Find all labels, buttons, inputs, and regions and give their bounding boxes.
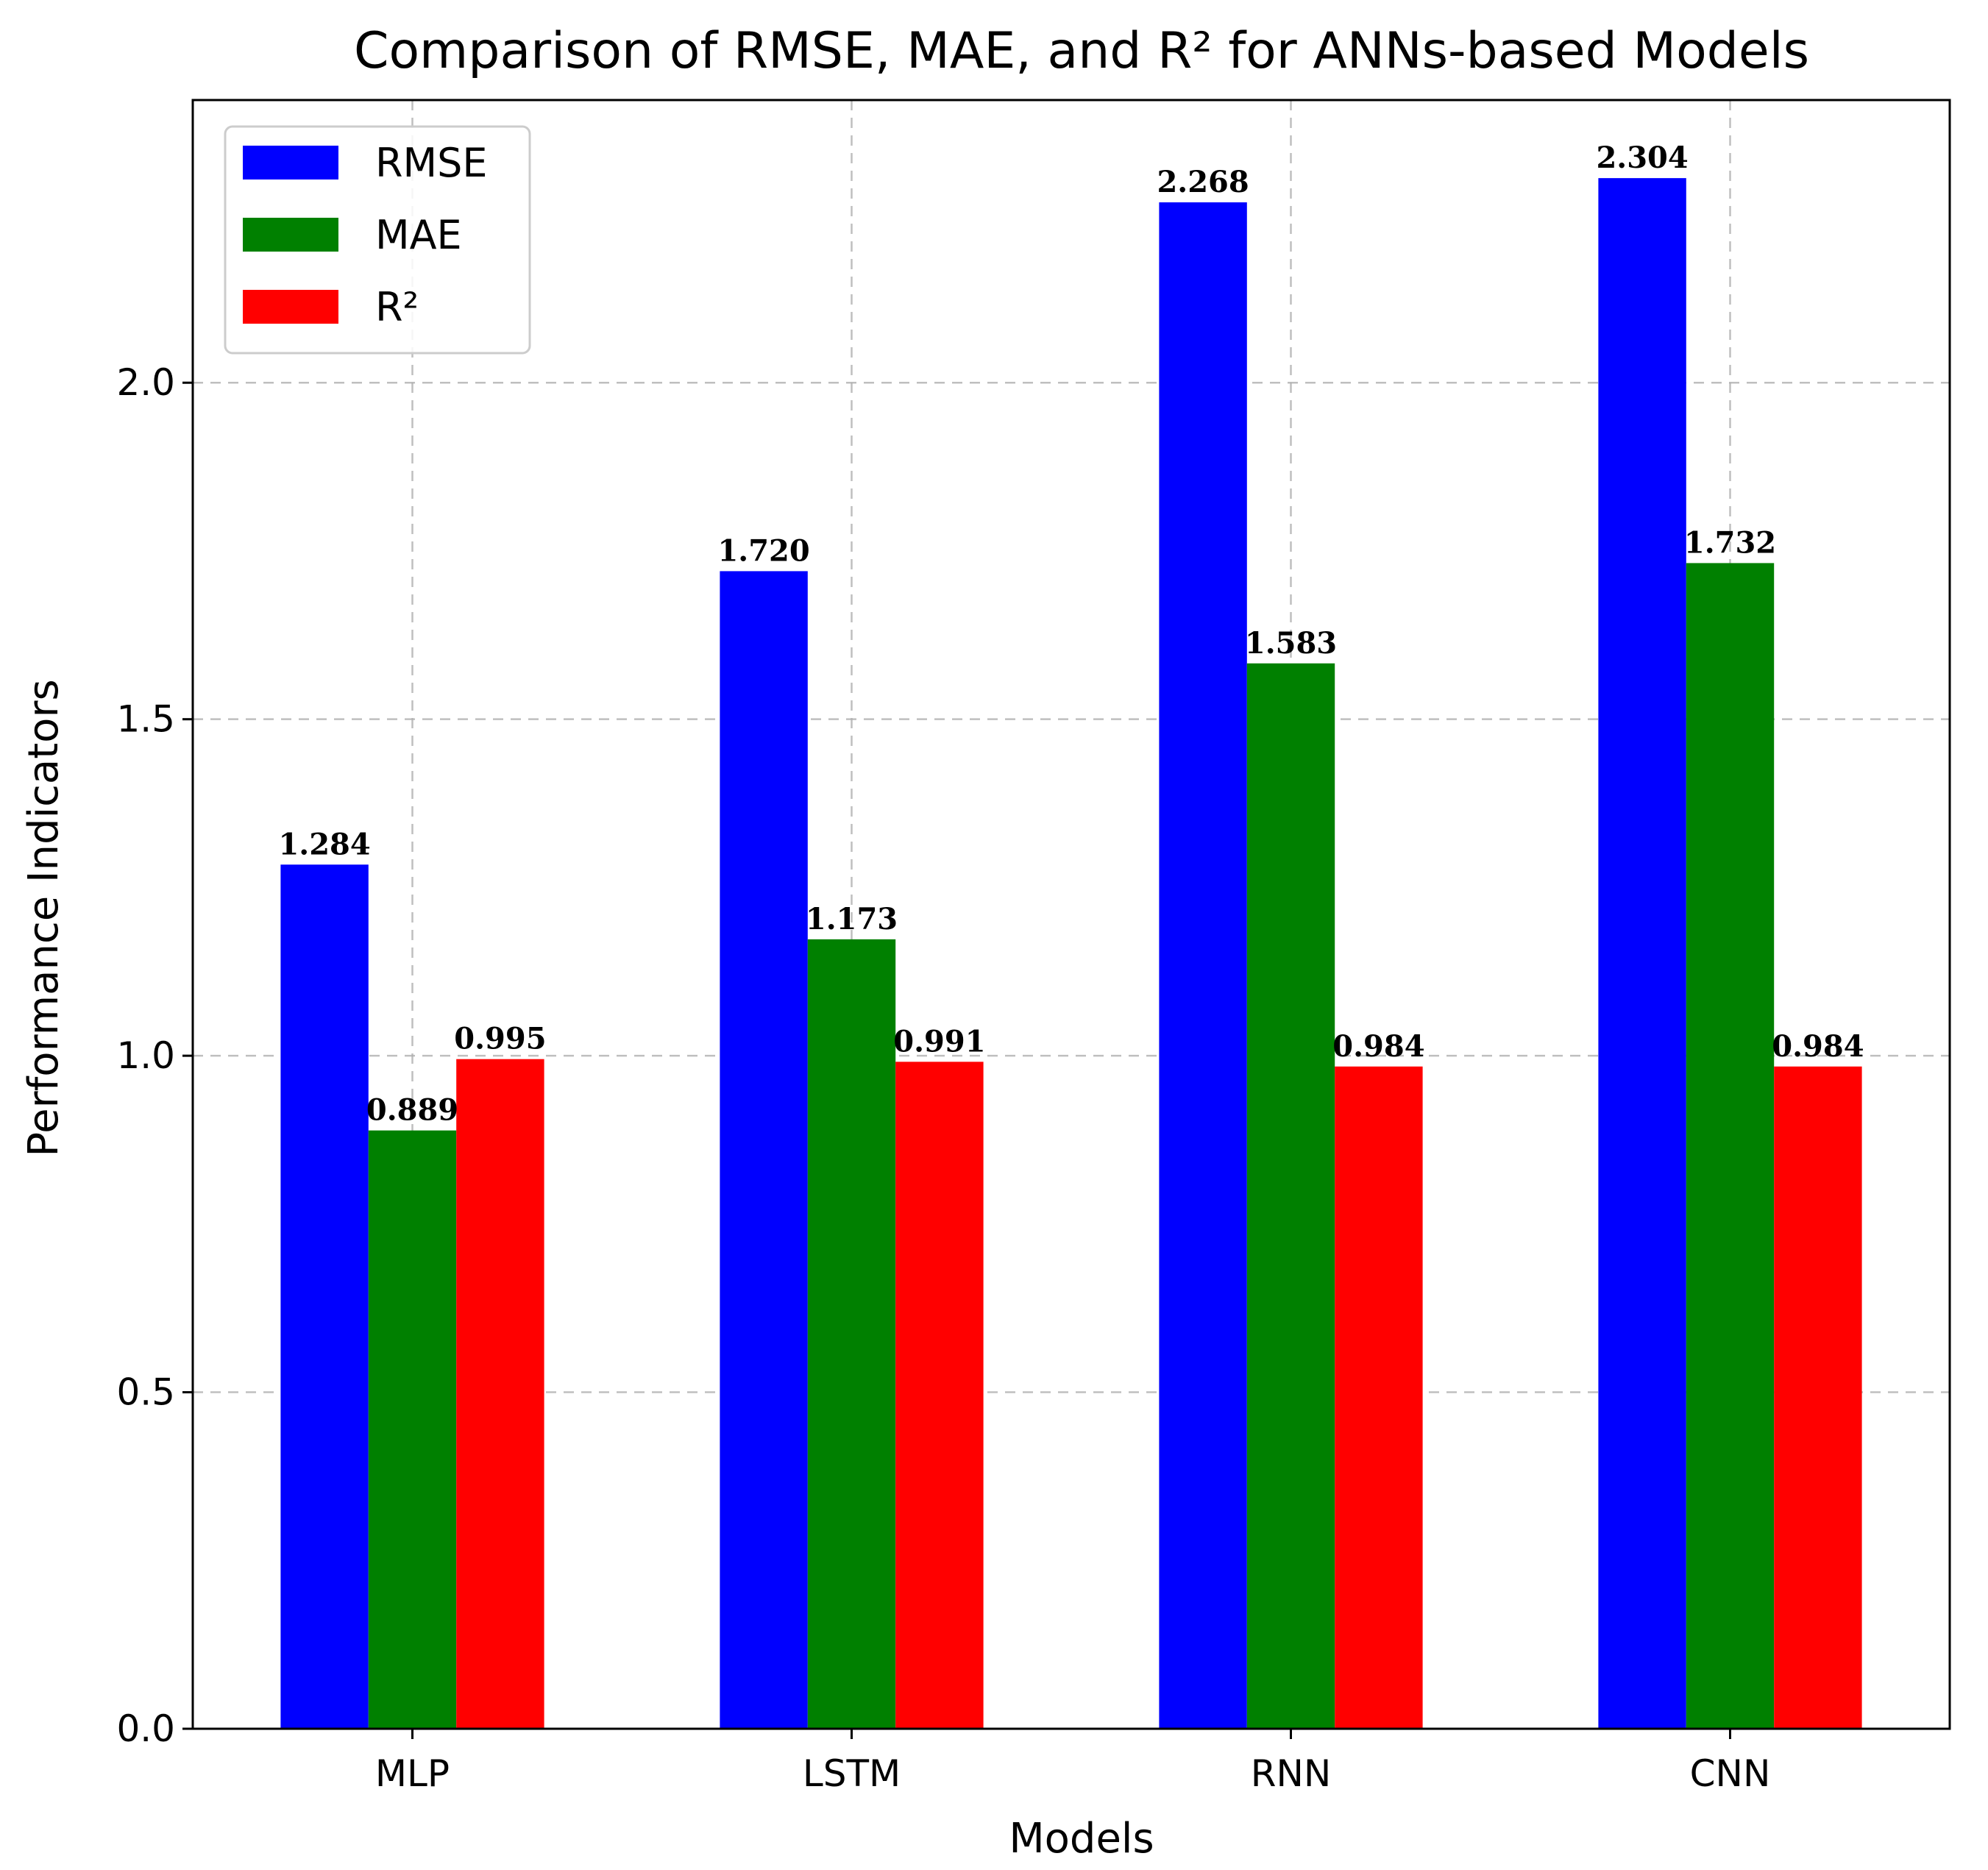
- x-axis-label: Models: [1009, 1815, 1154, 1863]
- bar-lstm-rmse: [720, 571, 808, 1729]
- data-label: 1.720: [717, 533, 809, 568]
- bar-mlp-rmse: [280, 864, 369, 1729]
- y-tick-label: 0.0: [116, 1707, 175, 1750]
- bar-mlp-mae: [368, 1130, 457, 1729]
- axis-ticks: 0.0 0.5 1.0 1.5 2.0 MLP LSTM RNN CNN: [116, 361, 1770, 1795]
- data-label: 0.995: [454, 1022, 546, 1056]
- bar-rnn-mae: [1246, 663, 1335, 1729]
- x-tick-label-lstm: LSTM: [803, 1752, 901, 1795]
- legend: RMSE MAE R²: [224, 125, 531, 355]
- legend-label: R²: [375, 284, 419, 330]
- data-label: 1.284: [278, 827, 370, 861]
- y-tick-label: 0.5: [116, 1371, 175, 1414]
- data-label: 2.268: [1157, 165, 1249, 199]
- legend-swatch-mae: [243, 218, 338, 252]
- data-label: 0.984: [1332, 1029, 1424, 1064]
- bar-cnn-mae: [1686, 563, 1775, 1729]
- data-label: 1.173: [806, 902, 898, 936]
- bar-rnn-rmse: [1159, 202, 1247, 1729]
- legend-swatch-rmse: [243, 146, 338, 179]
- x-tick-label-cnn: CNN: [1690, 1752, 1771, 1795]
- x-tick-label-mlp: MLP: [375, 1752, 450, 1795]
- plot-frame: [191, 99, 1951, 1730]
- bar-cnn-r2: [1774, 1066, 1862, 1729]
- bar-mlp-r2: [456, 1059, 544, 1729]
- bar-rnn-r2: [1335, 1066, 1423, 1729]
- bar-lstm-r2: [895, 1062, 984, 1729]
- data-label: 1.583: [1245, 626, 1337, 661]
- data-labels: 1.284 1.720 2.268 2.304 0.889 1.173 1.583 1.732…: [278, 141, 1864, 1128]
- y-tick-label: 1.5: [116, 698, 175, 741]
- data-label: 0.889: [366, 1093, 458, 1128]
- data-label: 0.991: [893, 1024, 985, 1059]
- chart-title: Comparison of RMSE, MAE, and R² for ANNs…: [354, 22, 1809, 80]
- x-tick-label-rnn: RNN: [1251, 1752, 1332, 1795]
- bar-cnn-rmse: [1598, 178, 1686, 1729]
- y-tick-label: 1.0: [116, 1034, 175, 1077]
- legend-swatch-r2: [243, 290, 338, 324]
- y-tick-label: 2.0: [116, 361, 175, 404]
- legend-label: RMSE: [375, 140, 488, 186]
- bars: [280, 178, 1862, 1729]
- y-axis-label: Performance Indicators: [20, 679, 68, 1156]
- legend-label: MAE: [375, 212, 462, 258]
- data-label: 0.984: [1772, 1029, 1864, 1064]
- bar-lstm-mae: [807, 939, 896, 1729]
- data-label: 2.304: [1596, 141, 1688, 175]
- data-label: 1.732: [1684, 525, 1776, 560]
